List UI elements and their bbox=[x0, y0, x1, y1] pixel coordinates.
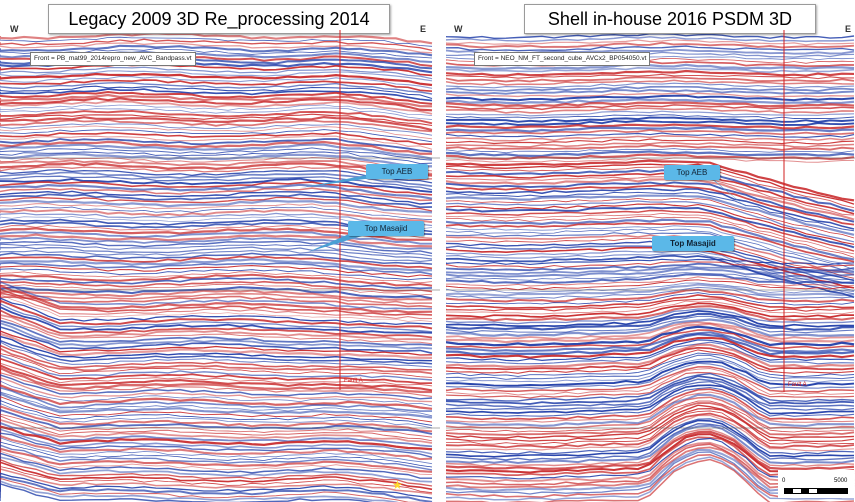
right-seismic-section bbox=[446, 32, 855, 502]
left-west-label: W bbox=[10, 24, 19, 34]
left-front-label: Front = PB_mat99_2014repro_new_AVC_Bandp… bbox=[30, 52, 196, 66]
left-top-aeb-tag: Top AEB bbox=[366, 164, 428, 179]
right-front-label: Front = NEO_NM_FT_second_cube_AVCx2_BP05… bbox=[474, 52, 651, 66]
left-east-label: E bbox=[420, 24, 427, 34]
left-seismic-section bbox=[0, 32, 440, 502]
right-seismic-panel: Shell in-house 2016 PSDM 3D W E Front = … bbox=[446, 0, 855, 502]
right-east-label: E bbox=[845, 24, 852, 34]
right-well-label: Fault A bbox=[788, 382, 807, 388]
scale-bar-graphic bbox=[784, 488, 848, 494]
star-icon: ★ bbox=[392, 478, 403, 492]
scale-end-label: 5000 bbox=[834, 478, 848, 484]
right-top-aeb-tag: Top AEB bbox=[664, 165, 720, 180]
scale-zero-label: 0 bbox=[782, 478, 786, 484]
right-panel-title: Shell in-house 2016 PSDM 3D bbox=[524, 4, 816, 34]
left-top-masajid-tag: Top Masajid bbox=[348, 221, 424, 236]
right-west-label: W bbox=[454, 24, 463, 34]
right-top-masajid-tag: Top Masajid bbox=[652, 236, 734, 251]
left-seismic-panel: Legacy 2009 3D Re_processing 2014 W E Fr… bbox=[0, 4, 440, 502]
scale-bar: 0 5000 bbox=[778, 470, 854, 498]
left-well-label: Fault A bbox=[344, 378, 363, 384]
left-panel-title: Legacy 2009 3D Re_processing 2014 bbox=[48, 4, 390, 34]
